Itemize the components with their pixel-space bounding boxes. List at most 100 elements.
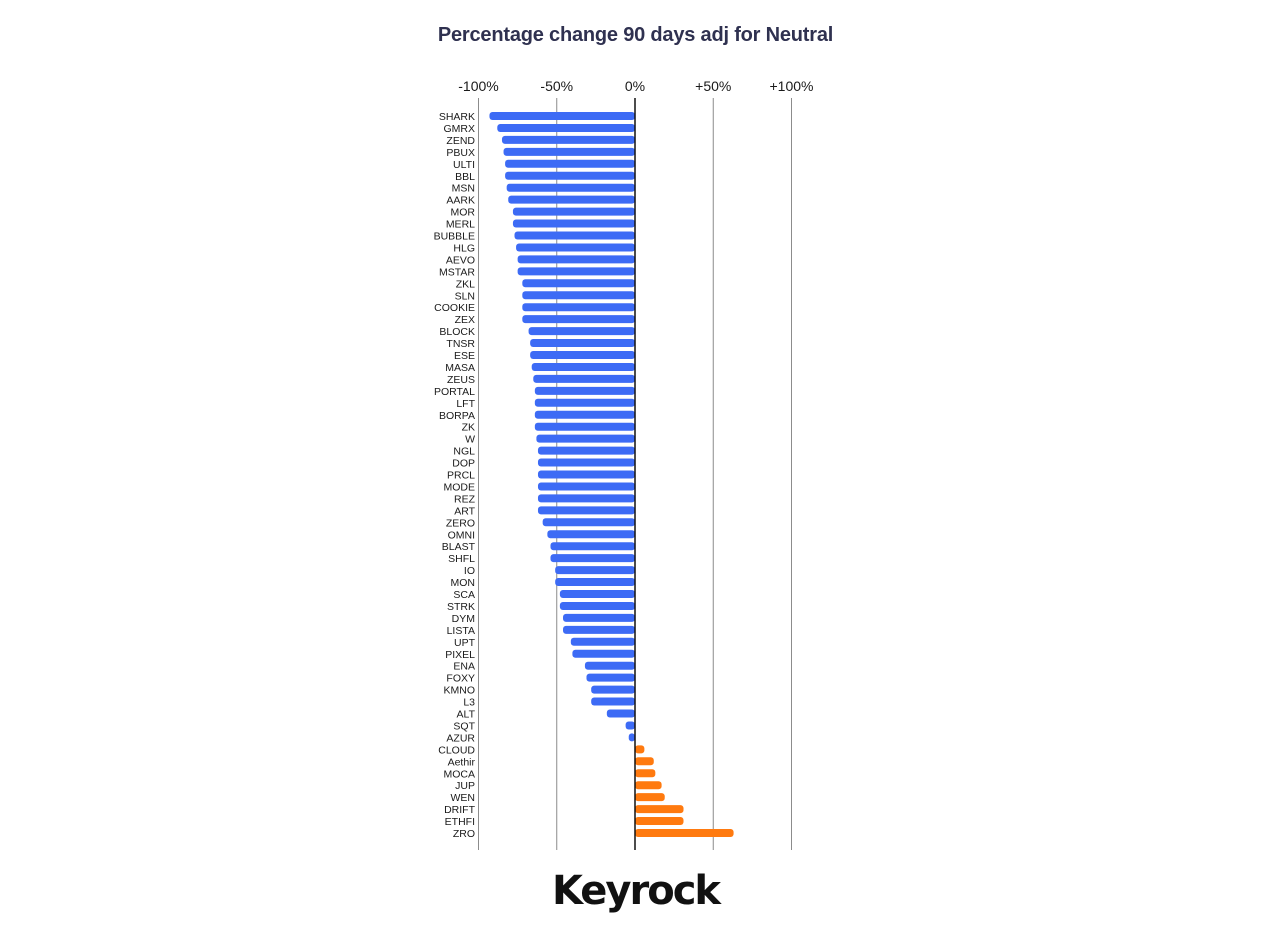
category-label: W <box>465 434 475 446</box>
bar-art <box>537 506 635 515</box>
category-label: BBL <box>455 171 475 183</box>
category-label: L3 <box>463 697 475 709</box>
category-labels: SHARKGMRXZENDPBUXULTIBBLMSNAARKMORMERLBU… <box>434 111 476 840</box>
bar-rez <box>537 494 635 503</box>
category-label: CLOUD <box>438 744 475 756</box>
category-label: Aethir <box>448 756 476 768</box>
bar-shfl <box>550 554 635 563</box>
bar-bubble <box>514 231 635 240</box>
category-label: STRK <box>447 601 475 613</box>
category-label: BLOCK <box>439 326 475 338</box>
category-label: MSN <box>452 183 475 195</box>
bar-hlg <box>516 243 635 252</box>
bar-aevo <box>517 255 635 264</box>
keyrock-logo: Keyrock <box>551 868 721 914</box>
bar-lft <box>534 398 635 407</box>
category-label: JUP <box>455 780 475 792</box>
category-label: ZKL <box>456 278 475 290</box>
bar-zero <box>542 518 635 527</box>
category-label: MOR <box>451 207 476 219</box>
bar-l3 <box>591 697 635 706</box>
bars <box>489 112 734 837</box>
category-label: ZEX <box>455 314 475 326</box>
bar-shark <box>489 112 635 120</box>
x-tick-label: +50% <box>695 78 731 94</box>
category-label: BLAST <box>442 541 476 553</box>
category-label: COOKIE <box>434 302 475 314</box>
bar-gmrx <box>497 123 635 132</box>
category-label: BORPA <box>439 410 475 422</box>
bar-sln <box>522 291 635 300</box>
x-tick-label: +100% <box>770 78 814 94</box>
bar-tnsr <box>530 339 635 348</box>
category-label: DOP <box>452 458 475 470</box>
bar-zk <box>534 422 635 431</box>
category-label: MERL <box>446 219 475 231</box>
category-label: DYM <box>452 613 475 625</box>
bar-zro <box>635 829 734 837</box>
x-tick-label: -50% <box>540 78 573 94</box>
category-label: AZUR <box>446 732 475 744</box>
bar-w <box>536 434 635 443</box>
category-label: SQT <box>453 720 475 732</box>
bar-block <box>528 327 635 336</box>
category-label: MASA <box>445 362 475 374</box>
category-label: AARK <box>446 195 475 207</box>
bar-strk <box>559 601 635 610</box>
category-label: ZEUS <box>447 374 475 386</box>
bar-sca <box>559 590 635 598</box>
category-label: ETHFI <box>445 816 475 828</box>
category-label: SCA <box>453 589 475 601</box>
category-label: MON <box>451 577 476 589</box>
bar-omni <box>547 530 635 539</box>
bar-borpa <box>534 410 635 419</box>
bar-mode <box>537 482 635 491</box>
bar-mor <box>512 207 635 216</box>
category-label: ZEND <box>446 135 475 147</box>
bar-dop <box>537 458 635 467</box>
bar-foxy <box>586 673 635 682</box>
bar-dym <box>563 613 635 622</box>
category-label: ENA <box>453 661 475 673</box>
category-label: AEVO <box>446 254 475 266</box>
category-label: LFT <box>456 398 475 410</box>
bar-jup <box>635 781 662 790</box>
bar-moca <box>635 769 656 778</box>
bar-azur <box>628 733 635 742</box>
category-label: MOCA <box>444 768 476 780</box>
category-label: PIXEL <box>445 649 475 661</box>
bar-lista <box>563 625 635 634</box>
x-tick-label: 0% <box>625 78 645 94</box>
bar-upt <box>570 637 635 646</box>
bar-io <box>555 566 635 575</box>
category-label: ULTI <box>453 159 475 171</box>
bar-kmno <box>591 685 635 694</box>
category-label: DRIFT <box>444 804 475 816</box>
category-label: LISTA <box>447 625 475 637</box>
category-label: REZ <box>454 493 476 505</box>
bar-aethir <box>635 757 654 766</box>
x-tick-label: -100% <box>458 78 498 94</box>
chart-title: Percentage change 90 days adj for Neutra… <box>437 24 834 46</box>
category-label: OMNI <box>448 529 475 541</box>
category-label: IO <box>464 565 475 577</box>
category-label: SHFL <box>448 553 475 565</box>
bar-ena <box>584 661 635 670</box>
category-label: FOXY <box>446 673 475 685</box>
bar-bbl <box>505 171 635 180</box>
bar-pixel <box>572 649 635 658</box>
category-label: SHARK <box>439 111 475 123</box>
category-label: ZRO <box>453 828 475 840</box>
category-label: HLG <box>453 242 475 254</box>
category-label: PRCL <box>447 470 475 482</box>
bar-ethfi <box>635 817 684 826</box>
category-label: MODE <box>444 481 476 493</box>
bar-aark <box>508 195 635 204</box>
category-label: ESE <box>454 350 475 362</box>
x-axis-ticks: -100% -50% 0% +50% +100% <box>458 78 813 94</box>
category-label: SLN <box>455 290 475 302</box>
category-label: ZERO <box>446 517 475 529</box>
category-label: TNSR <box>446 338 475 350</box>
bar-ngl <box>537 446 635 455</box>
bar-cloud <box>635 745 645 754</box>
